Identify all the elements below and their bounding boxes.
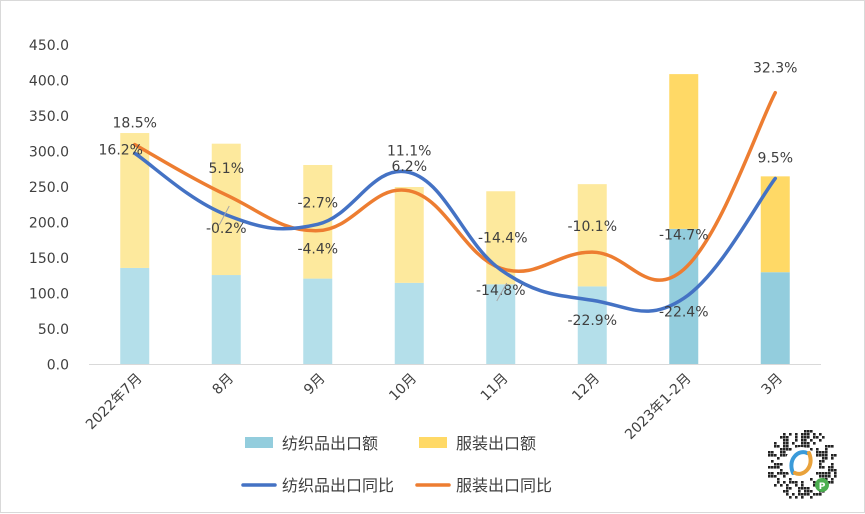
y-tick-label: 200.0	[29, 216, 69, 232]
data-label-apparel: -14.4%	[478, 230, 528, 246]
data-label-textile: -0.2%	[206, 221, 247, 237]
y-tick-label: 100.0	[29, 287, 69, 303]
bar-textile	[211, 275, 241, 365]
line-textile-yoy	[133, 151, 777, 313]
y-tick-label: 250.0	[29, 180, 69, 196]
legend-label: 服装出口额	[456, 434, 536, 453]
bar-textile	[486, 284, 516, 365]
data-label-apparel: 18.5%	[113, 116, 157, 132]
bar-textile	[394, 282, 424, 365]
data-label-textile: -14.8%	[476, 283, 526, 299]
x-tick-label: 10月	[386, 371, 420, 405]
data-label-apparel: 6.2%	[391, 159, 427, 175]
x-tick-label: 2023年1-2月	[622, 371, 694, 443]
x-axis: 2022年7月 8月 9月 10月 11月 12月 2023年1-2月 3月	[83, 371, 786, 443]
x-tick-label: 12月	[569, 371, 603, 405]
data-label-textile: 9.5%	[757, 150, 793, 166]
legend-label: 纺织品出口同比	[282, 476, 394, 495]
x-tick-label: 11月	[478, 371, 512, 405]
bar-apparel	[120, 133, 150, 268]
y-tick-label: 450.0	[29, 38, 69, 54]
data-label-apparel: -14.7%	[659, 227, 709, 243]
data-label-textile: -22.9%	[567, 313, 617, 329]
x-tick-label: 9月	[301, 371, 329, 399]
bar-textile	[760, 272, 790, 365]
x-tick-label: 3月	[759, 371, 787, 399]
data-label-apparel: -10.1%	[567, 219, 617, 235]
y-tick-label: 150.0	[29, 251, 69, 267]
bar-textile	[303, 278, 333, 365]
bar-apparel	[669, 74, 699, 229]
legend-label: 服装出口同比	[456, 476, 552, 495]
data-labels: 16.2% -0.2% -2.7% 11.1% -14.8% -22.9% -22.4% 9.…	[99, 61, 798, 329]
line-apparel-yoy	[133, 90, 777, 282]
data-label-apparel: 5.1%	[208, 161, 244, 177]
y-tick-label: 400.0	[29, 74, 69, 90]
bar-textile	[120, 267, 150, 365]
bars	[120, 74, 790, 365]
data-label-textile: -22.4%	[659, 304, 709, 320]
data-label-textile: 16.2%	[99, 142, 143, 158]
y-tick-label: 0.0	[47, 358, 69, 374]
data-label-apparel: -4.4%	[297, 242, 338, 258]
leader-line	[218, 205, 230, 226]
legend-swatch	[245, 437, 273, 448]
legend-label: 纺织品出口额	[282, 434, 378, 453]
data-label-apparel: 32.3%	[753, 61, 797, 77]
x-tick-label: 8月	[210, 371, 238, 399]
y-axis: 0.0 50.0 100.0 150.0 200.0 250.0 300.0 350.0 400…	[29, 38, 69, 374]
y-tick-label: 50.0	[38, 322, 69, 338]
data-label-textile: -2.7%	[297, 195, 338, 211]
data-label-textile: 11.1%	[387, 143, 431, 159]
x-tick-label: 2022年7月	[83, 371, 146, 434]
lines	[133, 90, 777, 313]
svg-text:P: P	[819, 482, 826, 492]
y-tick-label: 350.0	[29, 109, 69, 125]
y-tick-label: 300.0	[29, 145, 69, 161]
bar-apparel	[577, 184, 607, 287]
legend-swatch	[419, 437, 447, 448]
bar-apparel	[394, 187, 424, 283]
leader-line	[496, 282, 508, 302]
qr-code-icon: P	[763, 425, 839, 501]
